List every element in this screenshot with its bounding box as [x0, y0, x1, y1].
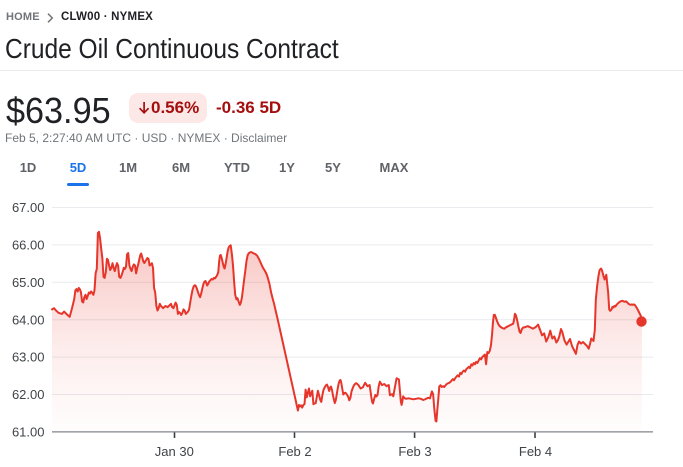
svg-text:Feb 3: Feb 3 — [398, 444, 431, 459]
svg-text:67.00: 67.00 — [12, 200, 45, 215]
svg-text:Jan 30: Jan 30 — [155, 444, 194, 459]
svg-text:Feb 2: Feb 2 — [278, 444, 311, 459]
svg-text:65.00: 65.00 — [12, 275, 45, 290]
svg-text:Feb 4: Feb 4 — [519, 444, 552, 459]
svg-text:61.00: 61.00 — [12, 425, 45, 440]
svg-text:66.00: 66.00 — [12, 238, 45, 253]
svg-text:62.00: 62.00 — [12, 387, 45, 402]
svg-text:64.00: 64.00 — [12, 312, 45, 327]
svg-text:63.00: 63.00 — [12, 350, 45, 365]
